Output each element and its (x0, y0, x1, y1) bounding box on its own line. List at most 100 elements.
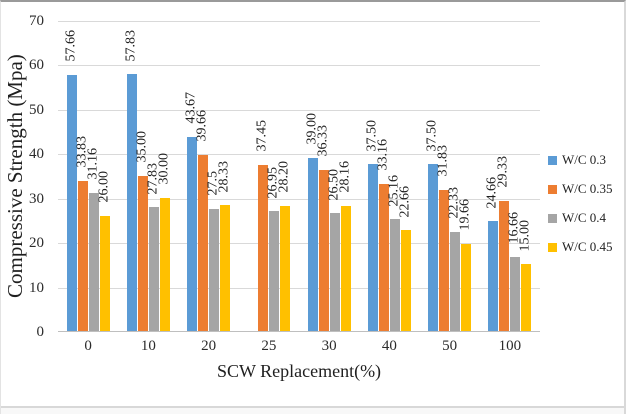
bar-slot: 28.33 (216, 21, 232, 331)
bar (126, 74, 137, 331)
bar-group: 57.66 33.83 31.16 26.00 (58, 21, 118, 331)
bar-value-label: 28.16 (337, 161, 353, 193)
bar (428, 164, 439, 331)
bar-slot: 37.50 (365, 21, 380, 331)
bar-slot: 25.16 (387, 21, 402, 331)
legend-swatch (548, 155, 557, 165)
bar (187, 136, 198, 331)
bar (198, 154, 209, 331)
x-tick-label: 40 (381, 338, 397, 354)
bar-slot: 43.67 (184, 21, 199, 331)
bar-value-label: 28.20 (277, 161, 293, 193)
bar (510, 256, 521, 331)
bar-value-label: 19.66 (457, 199, 473, 231)
bar-slot: 29.33 (496, 21, 511, 331)
bar-slot: 31.16 (85, 21, 100, 331)
legend-item: W/C 0.4 (548, 210, 613, 226)
legend-label: W/C 0.4 (562, 210, 607, 225)
bar (521, 264, 532, 331)
bar-slot: 39.00 (304, 21, 319, 331)
legend-label: W/C 0.3 (562, 152, 607, 167)
legend-swatch (548, 242, 557, 252)
bar (318, 169, 329, 331)
bar-slot: 31.83 (436, 21, 451, 331)
bar-value-label: 15.00 (518, 219, 534, 252)
bar-slot: 36.33 (315, 21, 330, 331)
bar-slot: 37.50 (425, 21, 440, 331)
bar (77, 180, 88, 331)
legend-label: W/C 0.45 (562, 239, 613, 254)
bar-value-label: 28.33 (216, 160, 232, 193)
y-tick-label: 20 (29, 235, 44, 252)
bar (159, 197, 170, 331)
y-axis-ticks: 0 10 20 30 40 50 60 70 (1, 13, 51, 340)
bar-slot: 16.66 (507, 21, 522, 331)
bar (88, 192, 99, 331)
y-tick-label: 70 (29, 13, 44, 29)
bar (340, 205, 351, 331)
y-tick-label: 40 (29, 146, 44, 163)
legend-swatch (548, 184, 557, 194)
bar-slot: 28.20 (277, 21, 293, 331)
bar-slot: 15.00 (518, 21, 534, 331)
legend-item: W/C 0.35 (548, 181, 613, 197)
bar-slot: 37.45 (255, 21, 270, 331)
x-tick-label: 20 (201, 338, 217, 354)
x-axis-title: SCW Replacement(%) (216, 361, 382, 381)
bar (450, 231, 461, 331)
bar-slot: 27.5 (206, 21, 221, 331)
bar (220, 205, 231, 331)
bar-slot: 35.00 (135, 21, 150, 331)
bar-group: 37.45 26.95 28.20 (239, 21, 299, 331)
y-tick-label: 60 (29, 57, 44, 74)
x-tick-label: 25 (261, 338, 277, 354)
legend: W/C 0.3 W/C 0.35 W/C 0.4 W/C 0.45 (548, 152, 613, 255)
y-tick-label: 30 (29, 190, 44, 207)
x-axis-labels: 0 10 20 25 30 40 50 100 (58, 338, 540, 355)
legend-item: W/C 0.45 (548, 239, 613, 255)
bar (329, 213, 340, 331)
bar-group: 24.66 29.33 16.66 15.00 (480, 21, 540, 331)
bar-slot: 26.50 (326, 21, 341, 331)
bar-group: 37.50 31.83 22.33 19.66 (420, 21, 480, 331)
bar (269, 211, 280, 331)
bar (99, 215, 110, 331)
gridline (58, 65, 540, 67)
bar-slot (247, 21, 257, 331)
bar-group: 43.67 39.66 27.5 28.33 (179, 21, 239, 331)
bar-slot: 57.66 (63, 21, 78, 331)
bar-slot: 27.83 (146, 21, 161, 331)
gridline (58, 287, 540, 289)
bar (378, 183, 389, 331)
legend-swatch (548, 213, 557, 223)
bar (307, 157, 318, 331)
bar-slot: 26.00 (96, 21, 112, 331)
bar (367, 164, 378, 331)
bar (389, 219, 400, 331)
bar (461, 243, 472, 331)
bar-slot: 39.66 (195, 21, 210, 331)
bar-slot: 28.16 (337, 21, 353, 331)
x-tick-label: 10 (140, 338, 156, 354)
bar-slot: 22.33 (447, 21, 462, 331)
bar-slot: 30.00 (157, 21, 172, 331)
bar-slot: 57.83 (124, 21, 139, 331)
gridline (58, 198, 540, 200)
bar (488, 221, 499, 331)
bar-slot: 19.66 (457, 21, 473, 331)
y-tick-label: 10 (29, 279, 44, 296)
gridline (58, 243, 540, 245)
x-tick-label: 30 (321, 338, 337, 354)
gridline (58, 109, 540, 111)
y-tick-label: 0 (36, 324, 45, 340)
bar-group: 37.50 33.16 25.16 22.66 (359, 21, 419, 331)
bar (66, 74, 77, 331)
x-tick-label: 100 (498, 338, 522, 354)
bar-slot: 33.83 (74, 21, 89, 331)
bar-slot: 26.95 (266, 21, 281, 331)
bar (137, 175, 148, 331)
legend-item: W/C 0.3 (548, 152, 613, 168)
x-tick-label: 50 (442, 338, 458, 354)
bar-value-label: 26.00 (96, 171, 112, 203)
bar-slot: 24.66 (485, 21, 500, 331)
